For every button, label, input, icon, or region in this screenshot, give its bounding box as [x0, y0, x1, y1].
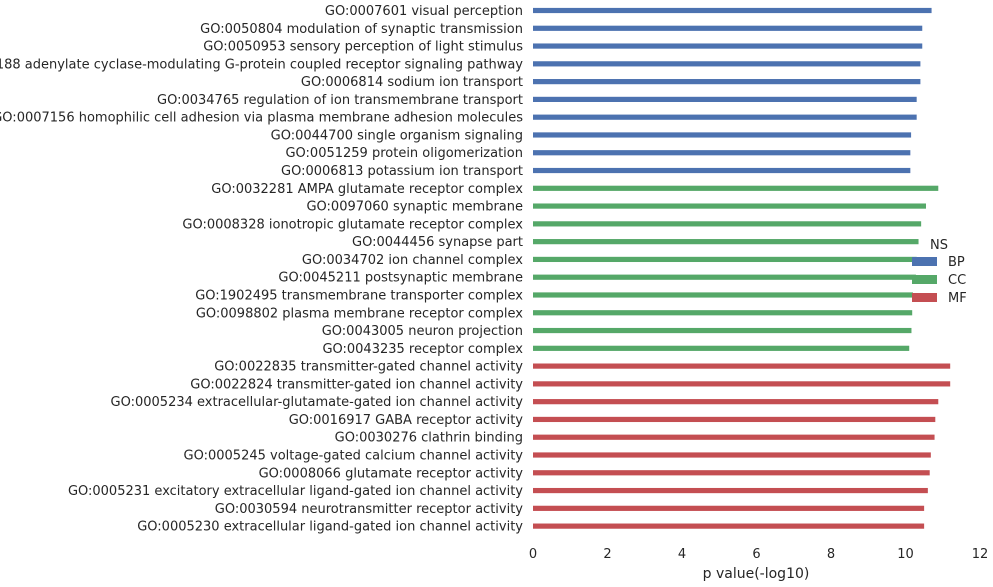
- bar-bp: [533, 25, 923, 31]
- bar-cc: [533, 310, 913, 316]
- category-label: GO:0007156 homophilic cell adhesion via …: [0, 111, 523, 126]
- bar-cc: [533, 239, 919, 245]
- x-tick-label: 8: [827, 547, 835, 562]
- bar-bp: [533, 150, 911, 156]
- category-label: GO:0016917 GABA receptor activity: [289, 413, 524, 428]
- bar-cc: [533, 274, 916, 280]
- bar-mf: [533, 523, 925, 529]
- bar-cc: [533, 221, 922, 227]
- x-tick-label: 0: [529, 547, 537, 562]
- category-label: GO:0034765 regulation of ion transmembra…: [157, 93, 523, 108]
- bar-mf: [533, 416, 936, 423]
- bar-bp: [533, 7, 932, 14]
- category-label: GO:0006814 sodium ion transport: [301, 75, 523, 90]
- category-label: GO:0034702 ion channel complex: [302, 253, 523, 268]
- legend-label-cc: CC: [948, 273, 966, 288]
- legend-swatch-bp: [912, 257, 937, 266]
- category-label: GO:0006813 potassium ion transport: [281, 164, 523, 179]
- category-label: GO:0050804 modulation of synaptic transm…: [200, 22, 523, 37]
- bar-mf: [533, 487, 928, 494]
- bar-mf: [533, 399, 939, 405]
- bar-bp: [533, 96, 917, 102]
- bar-bp: [533, 61, 921, 67]
- category-label: GO:1902495 transmembrane transporter com…: [195, 288, 523, 303]
- legend-title: NS: [930, 238, 948, 253]
- category-label: GO:0008328 ionotropic glutamate receptor…: [182, 217, 523, 232]
- category-label: GO:0050953 sensory perception of light s…: [203, 40, 523, 55]
- category-label: GO:0030276 clathrin binding: [335, 431, 523, 446]
- legend-label-mf: MF: [948, 291, 967, 306]
- x-tick-label: 4: [678, 547, 686, 562]
- bar-bp: [533, 114, 917, 120]
- category-label: GO:0022824 transmitter-gated ion channel…: [190, 377, 523, 392]
- category-label: GO:0008066 glutamate receptor activity: [259, 466, 524, 481]
- x-axis-title: p value(-log10): [703, 566, 810, 582]
- category-label: GO:0005245 voltage-gated calcium channel…: [184, 449, 524, 464]
- x-tick-label: 6: [752, 547, 760, 562]
- bar-cc: [533, 292, 913, 298]
- legend-swatch-mf: [912, 293, 937, 302]
- bar-mf: [533, 381, 951, 387]
- category-label: GO:0005231 excitatory extracellular liga…: [68, 484, 523, 499]
- category-labels: GO:0007601 visual perception GO:0050804 m…: [0, 4, 523, 535]
- category-label: GO:0098802 plasma membrane receptor comp…: [196, 306, 523, 321]
- category-label: GO:0030594 neurotransmitter receptor act…: [215, 502, 524, 517]
- bars-layer: [533, 7, 951, 529]
- bar-bp: [533, 132, 912, 138]
- category-label: GO:0043235 receptor complex: [322, 342, 523, 357]
- bar-mf: [533, 363, 951, 369]
- bar-cc: [533, 256, 917, 263]
- category-label: GO:0043005 neuron projection: [322, 324, 523, 339]
- category-label: GO:0044700 single organism signaling: [271, 128, 523, 143]
- category-label: GO:0045211 postsynaptic membrane: [278, 271, 523, 286]
- legend-swatch-cc: [912, 275, 937, 284]
- category-label: GO:0007601 visual perception: [325, 4, 523, 19]
- x-axis-ticks: 0 2 4 6 8 10 12: [529, 547, 988, 562]
- legend-label-bp: BP: [948, 255, 965, 270]
- bar-mf: [533, 452, 931, 458]
- category-label: GO:0007188 adenylate cyclase-modulating …: [0, 57, 523, 72]
- bar-bp: [533, 43, 923, 49]
- category-label: GO:0005234 extracellular-glutamate-gated…: [111, 395, 524, 410]
- bar-cc: [533, 327, 912, 334]
- category-label: GO:0032281 AMPA glutamate receptor compl…: [211, 182, 523, 197]
- bar-cc: [533, 203, 926, 209]
- bar-bp: [533, 79, 921, 85]
- bar-cc: [533, 185, 939, 191]
- x-tick-label: 2: [603, 547, 611, 562]
- category-label: GO:0051259 protein oligomerization: [285, 146, 523, 161]
- bar-bp: [533, 167, 911, 174]
- x-tick-label: 10: [897, 547, 914, 562]
- category-label: GO:0044456 synapse part: [352, 235, 523, 250]
- bar-mf: [533, 505, 925, 511]
- bar-mf: [533, 470, 930, 476]
- bar-cc: [533, 345, 910, 351]
- category-label: GO:0022835 transmitter-gated channel act…: [214, 360, 523, 375]
- legend: NS BP CC MF: [912, 238, 967, 306]
- x-tick-label: 12: [972, 547, 989, 562]
- category-label: GO:0005230 extracellular ligand-gated io…: [137, 520, 523, 535]
- bar-mf: [533, 434, 935, 440]
- category-label: GO:0097060 synaptic membrane: [306, 200, 523, 215]
